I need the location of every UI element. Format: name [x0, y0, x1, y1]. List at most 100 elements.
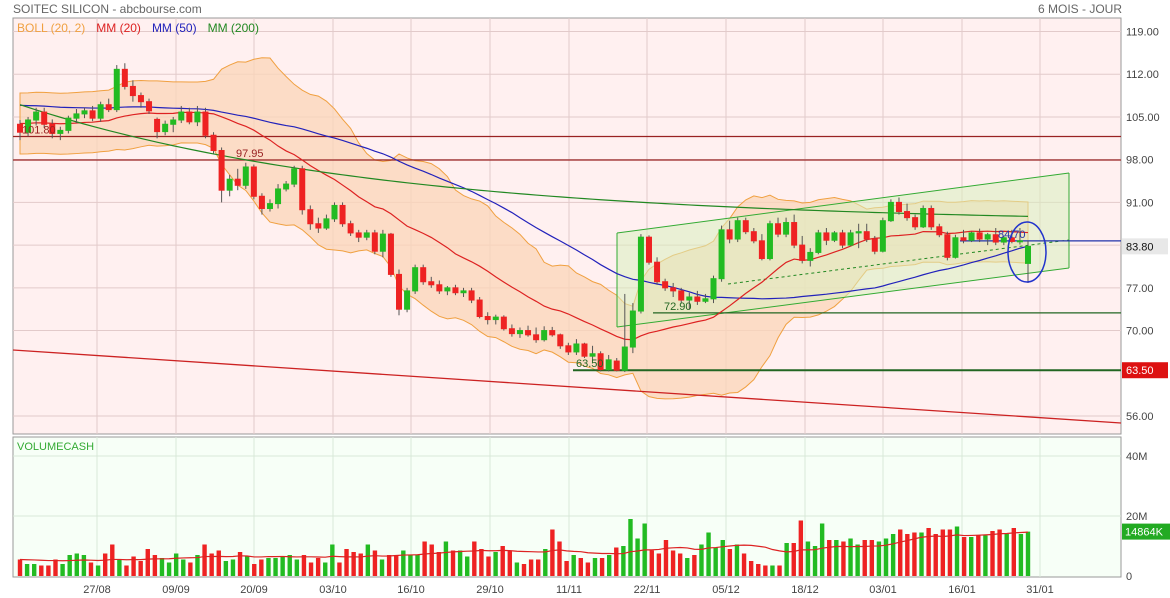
candle [178, 105, 185, 124]
candle-body [57, 129, 64, 134]
volume-bar [905, 534, 910, 576]
candle [396, 269, 403, 316]
candle-body [984, 234, 991, 240]
candle [613, 358, 620, 372]
volume-bar [1025, 531, 1031, 576]
candle [645, 235, 652, 265]
y-tick-label: 77.00 [1126, 283, 1154, 295]
candle [355, 229, 362, 243]
volume-bar [649, 550, 654, 576]
candle [791, 214, 798, 249]
volume-bar [372, 550, 378, 576]
candle-body [218, 150, 225, 191]
candle [242, 162, 249, 189]
candle-body [412, 267, 419, 292]
x-tick-label: 29/10 [476, 584, 504, 596]
candle-body [871, 238, 878, 252]
volume-bar [677, 553, 683, 576]
candle-body [920, 207, 927, 228]
candle-body [323, 218, 330, 229]
candle [436, 280, 443, 294]
candle [799, 235, 806, 264]
volume-bar [465, 556, 470, 576]
candle-body [1025, 245, 1031, 264]
candle [129, 80, 136, 102]
volume-bar [394, 555, 399, 576]
volume-average-line [19, 531, 1029, 562]
volume-bar [720, 540, 725, 576]
candle [202, 107, 209, 139]
candle-body [178, 111, 185, 121]
volume-bar [521, 564, 527, 576]
candle-body [936, 226, 943, 236]
candle [637, 234, 644, 314]
candle [936, 223, 943, 238]
highlight-ellipse [1007, 221, 1047, 283]
candle [662, 278, 669, 291]
candle [412, 264, 419, 294]
candle [250, 164, 257, 200]
x-tick-label: 18/12 [791, 584, 819, 596]
volume-bar [330, 544, 335, 576]
volume-bar [564, 561, 569, 576]
candle [315, 217, 322, 233]
chart-title: SOITEC SILICON - abcbourse.com [13, 2, 202, 16]
candle-body [363, 232, 370, 238]
channel-upper-line [616, 172, 1070, 234]
candle-body [525, 330, 532, 336]
candle-body [444, 287, 451, 292]
volume-bar [685, 558, 690, 576]
candle [500, 315, 507, 331]
volume-bar [216, 550, 221, 576]
volume-bar [138, 561, 143, 576]
legend-mm20: MM (20) [96, 21, 141, 35]
volume-bar [408, 555, 413, 576]
volume-bar [294, 559, 300, 576]
candle-body [484, 316, 491, 321]
candle [266, 199, 273, 212]
volume-bar [379, 559, 385, 576]
candle-body [121, 68, 128, 87]
candle [895, 197, 902, 215]
candle-body [758, 240, 765, 260]
candle [702, 293, 709, 304]
candle [363, 229, 370, 241]
x-tick-label: 20/09 [240, 584, 268, 596]
candle-body [299, 168, 306, 211]
volume-bar [131, 556, 136, 576]
volume-bar [110, 544, 115, 576]
y-tick-label: 112.00 [1126, 69, 1159, 81]
trend-channel-fill [617, 173, 1069, 327]
candle [226, 174, 233, 197]
candle [41, 107, 48, 128]
candle [541, 326, 548, 342]
volume-bar [883, 538, 889, 576]
volume-bar [614, 547, 619, 576]
volume-bar [252, 564, 257, 576]
candle-body [855, 231, 862, 234]
candle [605, 354, 612, 372]
legend-boll: BOLL (20, 2) [17, 21, 86, 35]
candle-body [266, 203, 273, 209]
candle [525, 325, 532, 337]
candle-body [41, 111, 48, 125]
volume-bar [443, 541, 449, 576]
volume-bar [31, 564, 37, 576]
volume-bar [926, 528, 931, 576]
long-trend-line [12, 349, 1122, 424]
candle-body [65, 117, 72, 131]
candle-body [742, 220, 749, 233]
volume-bar [457, 550, 463, 576]
candle [210, 132, 217, 154]
x-tick-label: 03/01 [869, 584, 897, 596]
candle-body [436, 284, 443, 292]
annotation-72-90: 72.90 [664, 301, 692, 313]
annotation-101-80: 101.80 [22, 124, 56, 136]
candle [984, 232, 991, 246]
candle-body [726, 229, 733, 240]
candle-body [621, 346, 628, 371]
candle [347, 220, 354, 236]
volume-bar [195, 555, 200, 576]
volume-bar [805, 541, 811, 576]
